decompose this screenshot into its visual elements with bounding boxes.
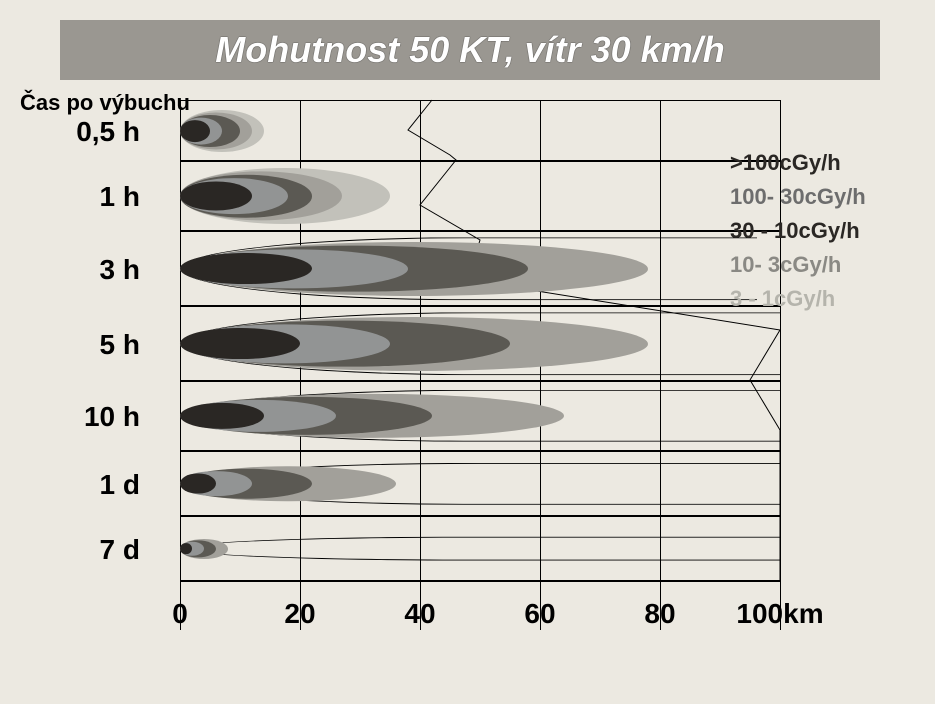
time-row	[180, 450, 780, 517]
y-axis-label: 7 d	[20, 534, 140, 566]
plume-contour	[180, 536, 781, 561]
x-axis-label: 80	[610, 598, 710, 630]
y-axis-label: 3 h	[20, 254, 140, 286]
y-axis-title: Čas po výbuchu	[20, 90, 190, 116]
plume-contour	[180, 473, 216, 494]
plume-contour	[180, 543, 192, 555]
x-axis-label: 100km	[730, 598, 830, 630]
y-axis-label: 1 h	[20, 181, 140, 213]
plot-area	[180, 100, 780, 630]
x-axis-line	[180, 580, 780, 582]
x-axis-label: 0	[130, 598, 230, 630]
chart-area: Čas po výbuchu 0,5 h 1 h 3 h 5 h 10 h 1 d 7 d 0…	[0, 90, 935, 690]
plume-contour	[180, 181, 252, 210]
chart-title: Mohutnost 50 KT, vítr 30 km/h	[215, 29, 724, 71]
y-axis-label: 10 h	[20, 401, 140, 433]
x-axis-label: 40	[370, 598, 470, 630]
time-row	[180, 380, 780, 452]
plume-contour	[180, 253, 312, 285]
chart-title-bar: Mohutnost 50 KT, vítr 30 km/h	[60, 20, 880, 80]
time-row	[180, 230, 780, 307]
y-axis-label: 0,5 h	[20, 116, 140, 148]
legend-item: >100cGy/h	[730, 150, 841, 176]
time-row	[180, 515, 780, 582]
plume-contour	[180, 403, 264, 429]
plume-contour	[180, 120, 210, 142]
x-axis-label: 60	[490, 598, 590, 630]
y-axis-label: 1 d	[20, 469, 140, 501]
time-row	[180, 160, 780, 232]
legend-item: 100- 30cGy/h	[730, 184, 866, 210]
legend-item: 30 - 10cGy/h	[730, 218, 860, 244]
legend-item: 3 - 1cGy/h	[730, 286, 835, 312]
x-axis-label: 20	[250, 598, 350, 630]
time-row	[180, 305, 780, 382]
plume-contour	[180, 328, 300, 360]
legend-item: 10- 3cGy/h	[730, 252, 841, 278]
y-axis-label: 5 h	[20, 329, 140, 361]
time-row	[180, 100, 780, 162]
